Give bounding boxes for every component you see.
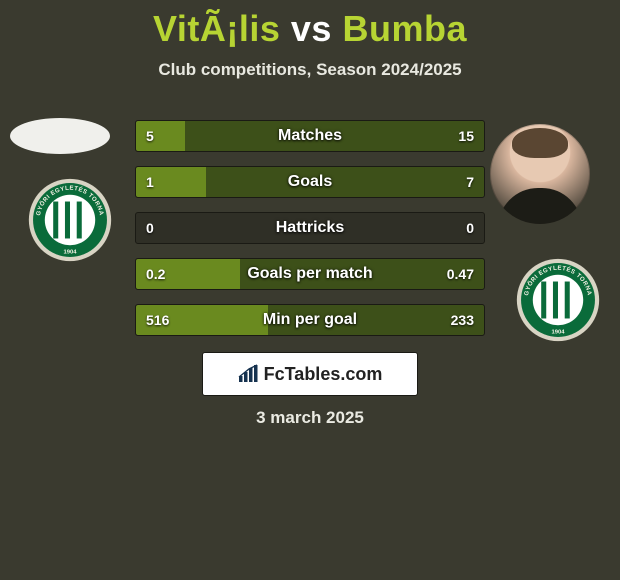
player1-club-badge: GYŐRI EGYLETÉS TORNA 1904 bbox=[28, 178, 112, 262]
stat-row: 0.20.47Goals per match bbox=[135, 258, 485, 290]
comparison-chart: 515Matches17Goals00Hattricks0.20.47Goals… bbox=[135, 120, 485, 350]
value-right: 0.47 bbox=[447, 259, 474, 289]
player2-avatar bbox=[490, 124, 590, 224]
player1-avatar bbox=[10, 118, 110, 154]
stat-row: 17Goals bbox=[135, 166, 485, 198]
stat-row: 516233Min per goal bbox=[135, 304, 485, 336]
stat-row: 515Matches bbox=[135, 120, 485, 152]
value-left: 1 bbox=[146, 167, 154, 197]
player1-name: VitÃ¡lis bbox=[153, 8, 280, 49]
stat-label: Hattricks bbox=[136, 213, 484, 243]
player2-club-badge: GYŐRI EGYLETÉS TORNA 1904 bbox=[516, 258, 600, 342]
bar-right bbox=[206, 167, 484, 197]
vs-text: vs bbox=[291, 8, 332, 49]
subtitle: Club competitions, Season 2024/2025 bbox=[0, 60, 620, 80]
bar-left bbox=[136, 121, 185, 151]
bar-chart-icon bbox=[238, 364, 260, 384]
svg-text:1904: 1904 bbox=[551, 330, 565, 336]
brand-text: FcTables.com bbox=[264, 364, 383, 385]
club-badge-icon: GYŐRI EGYLETÉS TORNA 1904 bbox=[28, 178, 112, 262]
comparison-title: VitÃ¡lis vs Bumba bbox=[0, 0, 620, 50]
value-left: 0.2 bbox=[146, 259, 165, 289]
stat-row: 0 0Hattricks bbox=[135, 212, 485, 244]
avatar-torso bbox=[498, 188, 582, 224]
date-text: 3 march 2025 bbox=[0, 408, 620, 428]
brand-box[interactable]: FcTables.com bbox=[202, 352, 418, 396]
avatar-hair bbox=[512, 128, 568, 158]
value-left: 516 bbox=[146, 305, 169, 335]
value-right: 7 bbox=[466, 167, 474, 197]
value-right: 233 bbox=[451, 305, 474, 335]
value-right: 0 bbox=[466, 213, 474, 243]
bar-right bbox=[185, 121, 484, 151]
value-right: 15 bbox=[458, 121, 474, 151]
club-badge-icon: GYŐRI EGYLETÉS TORNA 1904 bbox=[516, 258, 600, 342]
svg-text:1904: 1904 bbox=[63, 250, 77, 256]
player2-name: Bumba bbox=[342, 8, 467, 49]
value-left: 5 bbox=[146, 121, 154, 151]
value-left: 0 bbox=[146, 213, 154, 243]
